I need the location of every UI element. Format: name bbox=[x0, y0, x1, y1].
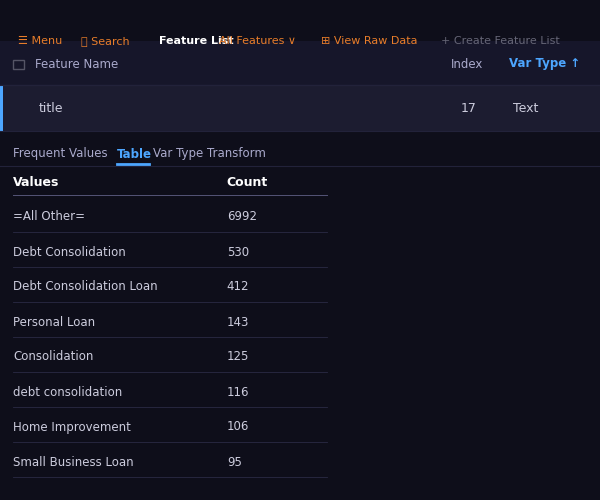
Text: ☰ Menu: ☰ Menu bbox=[18, 36, 62, 46]
Text: Home Improvement: Home Improvement bbox=[13, 420, 131, 434]
FancyBboxPatch shape bbox=[0, 41, 600, 85]
Text: 125: 125 bbox=[227, 350, 249, 364]
Text: Count: Count bbox=[227, 176, 268, 190]
Text: Small Business Loan: Small Business Loan bbox=[13, 456, 134, 468]
Text: 17: 17 bbox=[461, 102, 476, 114]
Text: title: title bbox=[39, 102, 64, 114]
Text: Feature Name: Feature Name bbox=[35, 58, 118, 70]
Text: Feature List: Feature List bbox=[159, 36, 238, 46]
Text: Debt Consolidation: Debt Consolidation bbox=[13, 246, 126, 258]
Text: 95: 95 bbox=[227, 456, 242, 468]
Text: All Features ∨: All Features ∨ bbox=[219, 36, 296, 46]
Text: 6992: 6992 bbox=[227, 210, 257, 224]
Text: Table: Table bbox=[117, 148, 152, 160]
Text: Var Type Transform: Var Type Transform bbox=[153, 148, 266, 160]
FancyBboxPatch shape bbox=[0, 85, 600, 131]
Text: Index: Index bbox=[451, 58, 484, 70]
Text: 412: 412 bbox=[227, 280, 250, 293]
Text: 🔍 Search: 🔍 Search bbox=[81, 36, 130, 46]
Text: debt consolidation: debt consolidation bbox=[13, 386, 122, 398]
Text: Frequent Values: Frequent Values bbox=[13, 148, 108, 160]
Text: Text: Text bbox=[513, 102, 538, 114]
FancyBboxPatch shape bbox=[0, 0, 600, 45]
Text: Consolidation: Consolidation bbox=[13, 350, 94, 364]
Text: =All Other=: =All Other= bbox=[13, 210, 85, 224]
Text: Debt Consolidation Loan: Debt Consolidation Loan bbox=[13, 280, 158, 293]
Text: 143: 143 bbox=[227, 316, 249, 328]
Text: 106: 106 bbox=[227, 420, 249, 434]
Text: 116: 116 bbox=[227, 386, 250, 398]
Text: 530: 530 bbox=[227, 246, 249, 258]
Text: Var Type ↑: Var Type ↑ bbox=[509, 58, 580, 70]
Text: ⊞ View Raw Data: ⊞ View Raw Data bbox=[321, 36, 418, 46]
Text: + Create Feature List: + Create Feature List bbox=[441, 36, 560, 46]
FancyBboxPatch shape bbox=[0, 85, 3, 131]
Text: Personal Loan: Personal Loan bbox=[13, 316, 95, 328]
Text: Values: Values bbox=[13, 176, 59, 190]
